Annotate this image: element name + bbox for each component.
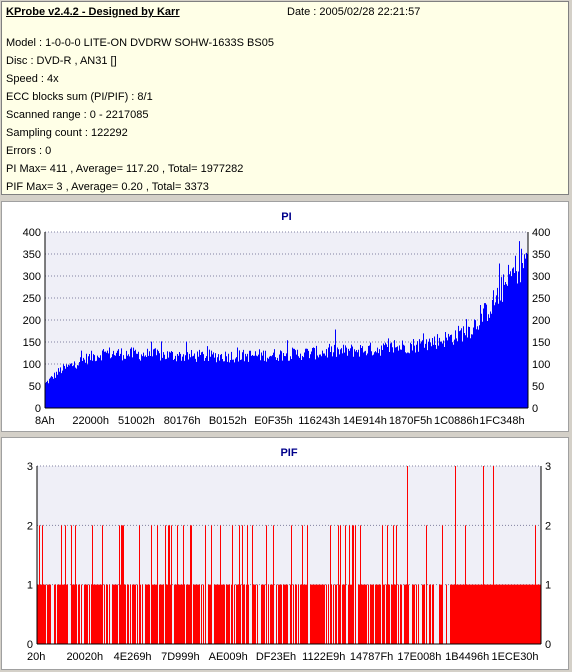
y-tick-label-left: 1	[27, 580, 33, 592]
y-tick-label-left: 200	[23, 315, 41, 327]
info-model: Model : 1-0-0-0 LITE-ON DVDRW SOHW-1633S…	[6, 37, 274, 49]
pif-chart: PIF 0 0 1 1 2 2 3 3 20h 20020h 4E269h 7D999h AE009h DF…	[27, 447, 551, 663]
x-tick-label: 14787Fh	[350, 651, 393, 663]
data-series	[45, 241, 528, 408]
y-tick-label-left: 350	[23, 249, 41, 261]
x-tick-label: 51002h	[118, 415, 155, 427]
y-tick-label-left: 250	[23, 293, 41, 305]
x-tick-label: E0F35h	[254, 415, 293, 427]
info-lines: Model : 1-0-0-0 LITE-ON DVDRW SOHW-1633S…	[6, 34, 274, 196]
info-range: Scanned range : 0 - 2217085	[6, 109, 149, 121]
y-tick-label-right: 100	[532, 359, 550, 371]
x-tick-label: 7D999h	[161, 651, 200, 663]
y-tick-label-left: 50	[29, 381, 41, 393]
y-tick-label-right: 150	[532, 337, 550, 349]
y-tick-label-right: 350	[532, 249, 550, 261]
info-speed: Speed : 4x	[6, 73, 59, 85]
x-tick-label: 1ECE30h	[491, 651, 538, 663]
x-tick-label: 1870F5h	[389, 415, 432, 427]
scan-date: Date : 2005/02/28 22:21:57	[287, 6, 421, 18]
y-tick-label-right: 400	[532, 227, 550, 239]
pi-chart: PI 0 0 50 50 100 100 150 150 200 200 250 250 300 300 35…	[23, 211, 551, 427]
info-panel: KProbe v2.4.2 - Designed by Karr Date : …	[1, 1, 569, 195]
y-tick-label-right: 300	[532, 271, 550, 283]
pi-chart-panel: PI 0 0 50 50 100 100 150 150 200 200 250 250 300 300 35…	[1, 201, 569, 432]
y-tick-label-right: 0	[545, 639, 551, 651]
x-tick-label: 1122E9h	[302, 651, 345, 663]
y-tick-label-right: 0	[532, 403, 538, 415]
y-tick-label-left: 3	[27, 461, 33, 473]
app-title: KProbe v2.4.2 - Designed by Karr	[6, 6, 180, 18]
info-pi-summary: PI Max= 411 , Average= 117.20 , Total= 1…	[6, 163, 244, 175]
x-tick-label: 17E008h	[397, 651, 441, 663]
x-tick-label: AE009h	[209, 651, 248, 663]
info-sampling: Sampling count : 122292	[6, 127, 128, 139]
y-tick-label-left: 0	[35, 403, 41, 415]
data-series	[37, 466, 541, 644]
x-tick-label: 1B4496h	[445, 651, 489, 663]
chart-title: PIF	[280, 447, 297, 459]
y-tick-label-right: 250	[532, 293, 550, 305]
y-tick-label-right: 1	[545, 580, 551, 592]
y-tick-label-left: 150	[23, 337, 41, 349]
x-tick-label: 4E269h	[114, 651, 152, 663]
x-tick-label: DF23Eh	[256, 651, 296, 663]
info-ecc: ECC blocks sum (PI/PIF) : 8/1	[6, 91, 153, 103]
y-tick-label-right: 50	[532, 381, 544, 393]
x-tick-label: B0152h	[209, 415, 247, 427]
y-tick-label-right: 2	[545, 520, 551, 532]
y-tick-label-left: 100	[23, 359, 41, 371]
y-tick-label-left: 400	[23, 227, 41, 239]
x-tick-label: 22000h	[72, 415, 109, 427]
y-tick-label-right: 200	[532, 315, 550, 327]
y-tick-label-left: 0	[27, 639, 33, 651]
x-tick-label: 116243h	[298, 415, 340, 427]
x-tick-label: 80176h	[164, 415, 201, 427]
x-tick-label: 14E914h	[343, 415, 387, 427]
y-tick-label-right: 3	[545, 461, 551, 473]
x-tick-label: 1FC348h	[479, 415, 524, 427]
y-tick-label-left: 300	[23, 271, 41, 283]
y-tick-label-left: 2	[27, 520, 33, 532]
info-pif-summary: PIF Max= 3 , Average= 0.20 , Total= 3373	[6, 181, 209, 193]
info-errors: Errors : 0	[6, 145, 52, 157]
x-tick-label: 1C0886h	[434, 415, 479, 427]
x-tick-label: 8Ah	[35, 415, 55, 427]
info-disc: Disc : DVD-R , AN31 []	[6, 55, 117, 67]
chart-title: PI	[281, 211, 291, 223]
x-tick-label: 20h	[27, 651, 45, 663]
x-tick-label: 20020h	[66, 651, 103, 663]
pif-chart-panel: PIF 0 0 1 1 2 2 3 3 20h 20020h 4E269h 7D999h AE009h DF…	[1, 437, 569, 670]
